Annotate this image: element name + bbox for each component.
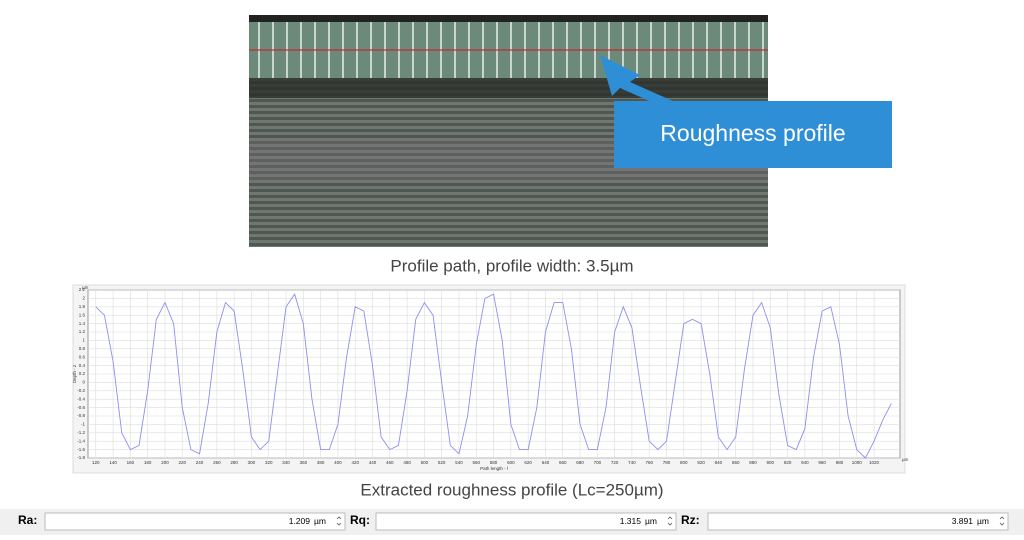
x-tick-label: 400 [334, 460, 342, 465]
y-tick-label: -1 [81, 422, 85, 427]
x-tick-label: 440 [369, 460, 377, 465]
field-label: Ra: [18, 513, 37, 527]
field-unit: µm [314, 516, 326, 526]
callout-text: Roughness profile [660, 120, 845, 146]
spinner [999, 516, 1005, 526]
x-tick-label: 700 [594, 460, 602, 465]
x-tick-label: 520 [438, 460, 446, 465]
x-tick-label: 300 [248, 460, 256, 465]
field-box [707, 512, 1009, 531]
x-tick-label: 560 [473, 460, 481, 465]
field-label: Rq: [350, 513, 370, 527]
y-tick-label: -1.4 [77, 438, 85, 443]
x-tick-label: 340 [282, 460, 290, 465]
field-box [375, 512, 677, 531]
chart-caption: Extracted roughness profile (Lc=250µm) [360, 480, 663, 499]
x-tick-label: 380 [317, 460, 325, 465]
spinner [336, 516, 342, 526]
x-tick-label: 320 [265, 460, 273, 465]
x-tick-label: 280 [230, 460, 238, 465]
profile-line [95, 293, 892, 459]
x-tick-label: 860 [732, 460, 740, 465]
x-tick-label: 840 [715, 460, 723, 465]
x-tick-label: 500 [421, 460, 429, 465]
x-tick-label: 620 [524, 460, 532, 465]
image-caption: Profile path, profile width: 3.5µm [390, 256, 633, 275]
fields: Ra: 1.209 µm Rq: 1.315 µm Rz: 3.891 µm [18, 512, 1009, 531]
x-tick-label: 900 [767, 460, 775, 465]
x-tick-label: 660 [559, 460, 567, 465]
y-tick-label: 0.6 [79, 354, 86, 359]
x-tick-label: 640 [542, 460, 550, 465]
x-tick-label: 160 [127, 460, 135, 465]
y-tick-label: 0.8 [79, 346, 86, 351]
field-value: 3.891 [952, 516, 974, 526]
y-tick-label: 0.4 [79, 363, 86, 368]
x-tick-label: 800 [680, 460, 688, 465]
y-tick-label: 1.4 [79, 321, 86, 326]
x-tick-label: 480 [403, 460, 411, 465]
y-unit: µm [82, 285, 89, 290]
x-tick-label: 740 [628, 460, 636, 465]
x-tick-label: 360 [300, 460, 308, 465]
x-tick-label: 760 [645, 460, 653, 465]
x-tick-label: 180 [144, 460, 152, 465]
x-tick-label: 460 [386, 460, 394, 465]
y-tick-label: -1.2 [77, 430, 85, 435]
field-box [44, 512, 346, 531]
y-tick-label: -0.2 [77, 388, 85, 393]
x-axis-label: Path length - l [480, 466, 508, 471]
y-tick-label: 0.2 [79, 371, 86, 376]
chart: -1.8 -1.6 -1.4 -1.2 -1 -0.8 -0.6 -0.4 -0.2 0 0.2 0.… [72, 285, 908, 471]
y-tick-label: 2 [82, 296, 85, 301]
field-unit: µm [645, 516, 657, 526]
x-unit: µm [902, 457, 909, 462]
y-tick-label: 1.2 [79, 329, 86, 334]
y-tick-label: 2.2 [79, 287, 86, 292]
callout: Roughness profile [600, 55, 892, 168]
x-tick-label: 980 [836, 460, 844, 465]
y-tick-label: 1.6 [79, 312, 86, 317]
x-tick-label: 780 [663, 460, 671, 465]
x-tick-label: 960 [818, 460, 826, 465]
x-tick-label: 940 [801, 460, 809, 465]
x-tick-label: 240 [196, 460, 204, 465]
spinner [667, 516, 673, 526]
x-tick-label: 1000 [852, 460, 863, 465]
y-tick-label: -0.6 [77, 405, 85, 410]
y-axis-label: Depth - z [72, 364, 77, 383]
y-tick-label: -0.4 [77, 396, 85, 401]
x-tick-label: 920 [784, 460, 792, 465]
y-tick-label: -1.6 [77, 447, 85, 452]
x-tick-label: 260 [213, 460, 221, 465]
x-tick-label: 1020 [869, 460, 880, 465]
field-unit: µm [977, 516, 989, 526]
y-tick-label: -1.8 [77, 455, 85, 460]
x-tick-label: 820 [697, 460, 705, 465]
field-value: 1.315 [620, 516, 642, 526]
y-tick-label: 1.8 [79, 304, 86, 309]
x-tick-label: 120 [92, 460, 100, 465]
x-tick-label: 220 [178, 460, 186, 465]
x-tick-label: 880 [749, 460, 757, 465]
field-value: 1.209 [289, 516, 311, 526]
x-tick-label: 200 [161, 460, 169, 465]
field-label: Rz: [681, 513, 700, 527]
x-tick-label: 720 [611, 460, 619, 465]
y-tick-label: 1 [82, 338, 85, 343]
x-tick-label: 580 [490, 460, 498, 465]
y-tick-label: 0 [82, 380, 85, 385]
x-tick-label: 140 [109, 460, 117, 465]
x-tick-label: 680 [576, 460, 584, 465]
x-tick-label: 420 [351, 460, 359, 465]
x-tick-label: 600 [507, 460, 515, 465]
x-tick-label: 540 [455, 460, 463, 465]
y-tick-label: -0.8 [77, 413, 85, 418]
